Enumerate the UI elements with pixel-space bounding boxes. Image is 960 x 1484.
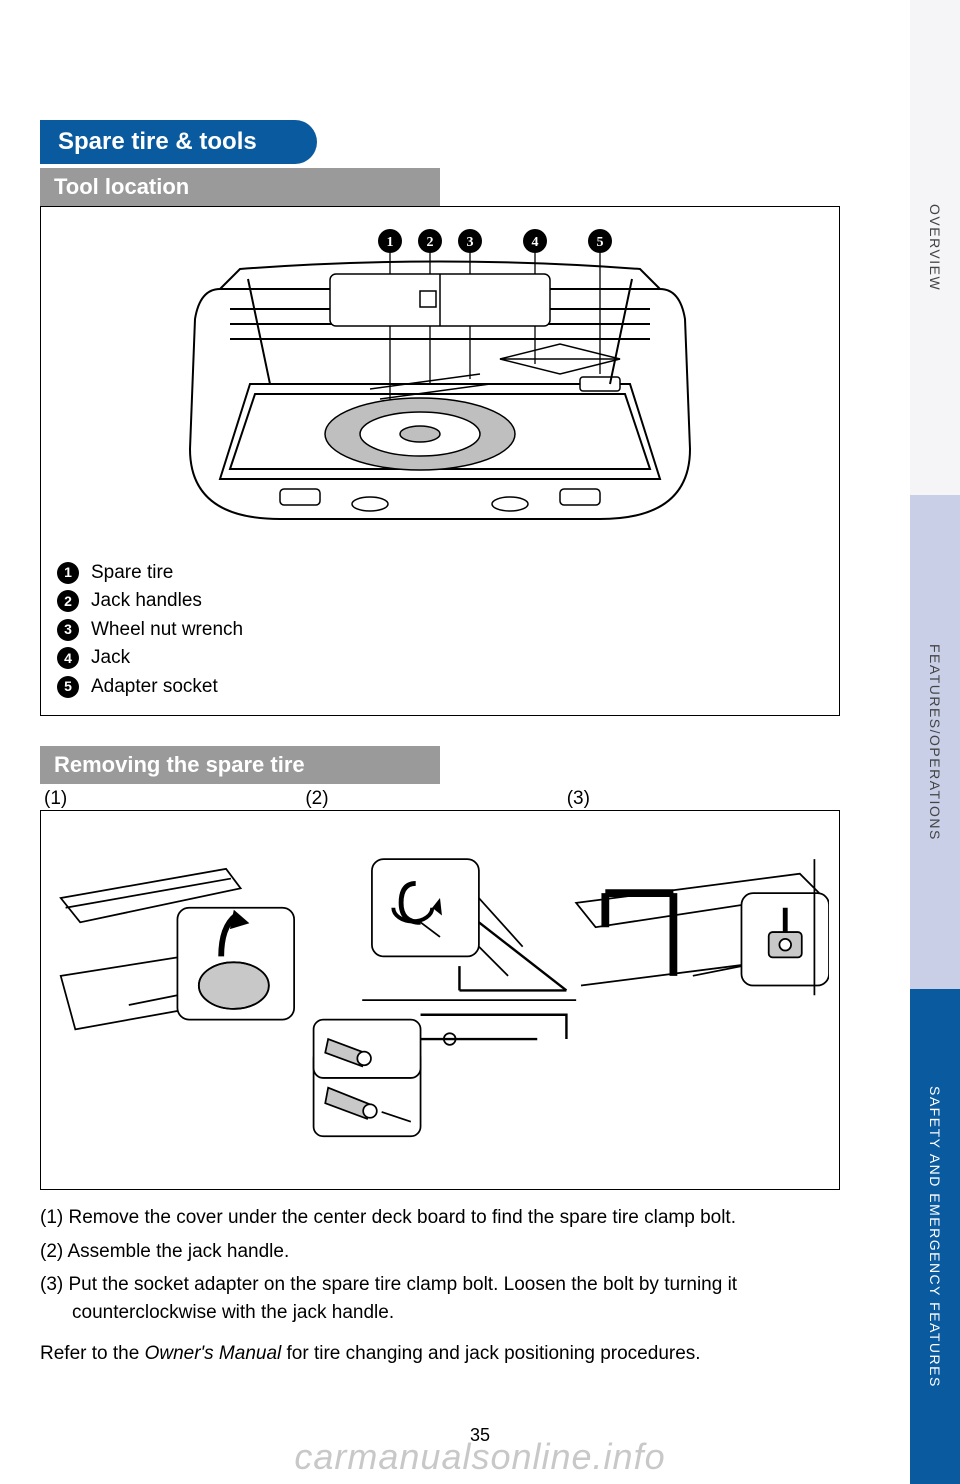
step-label-1: (1) <box>44 788 305 810</box>
legend-item: 5 Adapter socket <box>57 673 823 702</box>
legend-item: 3 Wheel nut wrench <box>57 616 823 645</box>
step-2-text: (2) Assemble the jack handle. <box>40 1238 840 1266</box>
step-label-3: (3) <box>567 788 836 810</box>
legend-label: Wheel nut wrench <box>91 616 243 645</box>
callout-3: 3 <box>467 235 474 250</box>
page-content: Spare tire & tools Tool location 1 2 3 4… <box>0 0 880 1484</box>
callout-2: 2 <box>427 235 434 250</box>
step-label-2: (2) <box>305 788 566 810</box>
legend-item: 4 Jack <box>57 644 823 673</box>
tab-safety[interactable]: SAFETY AND EMERGENCY FEATURES <box>910 989 960 1484</box>
ref-pre: Refer to the <box>40 1343 145 1364</box>
tool-location-figure: 1 2 3 4 5 <box>40 206 840 716</box>
ref-post: for tire changing and jack positioning p… <box>281 1343 700 1364</box>
tab-features[interactable]: FEATURES/OPERATIONS <box>910 495 960 990</box>
legend-num-2: 2 <box>57 590 79 612</box>
legend-label: Jack <box>91 644 130 673</box>
step-labels: (1) (2) (3) <box>40 784 840 810</box>
legend-label: Adapter socket <box>91 673 218 702</box>
legend-num-5: 5 <box>57 676 79 698</box>
removal-figure <box>40 810 840 1190</box>
side-tabs: OVERVIEW FEATURES/OPERATIONS SAFETY AND … <box>910 0 960 1484</box>
callout-1: 1 <box>387 235 394 250</box>
legend-num-4: 4 <box>57 647 79 669</box>
section-title: Spare tire & tools <box>40 120 317 164</box>
legend-label: Spare tire <box>91 559 173 588</box>
legend-item: 1 Spare tire <box>57 559 823 588</box>
legend-item: 2 Jack handles <box>57 587 823 616</box>
reference-text: Refer to the Owner's Manual for tire cha… <box>40 1340 840 1368</box>
tool-location-header: Tool location <box>40 168 440 206</box>
removal-svg <box>51 831 829 1179</box>
step-3-text: (3) Put the socket adapter on the spare … <box>40 1271 840 1326</box>
removing-header: Removing the spare tire <box>40 746 440 784</box>
legend-list: 1 Spare tire 2 Jack handles 3 Wheel nut wre… <box>53 553 827 704</box>
step-1-text: (1) Remove the cover under the center de… <box>40 1204 840 1232</box>
vehicle-diagram: 1 2 3 4 5 <box>53 219 827 553</box>
legend-num-3: 3 <box>57 619 79 641</box>
page-number: 35 <box>40 1425 920 1446</box>
vehicle-svg: 1 2 3 4 5 <box>120 219 760 539</box>
ref-italic: Owner's Manual <box>145 1343 282 1364</box>
callout-5: 5 <box>597 235 604 250</box>
callout-4: 4 <box>532 235 539 250</box>
legend-num-1: 1 <box>57 562 79 584</box>
legend-label: Jack handles <box>91 587 202 616</box>
step-text: (1) Remove the cover under the center de… <box>40 1204 840 1368</box>
tab-overview[interactable]: OVERVIEW <box>910 0 960 495</box>
